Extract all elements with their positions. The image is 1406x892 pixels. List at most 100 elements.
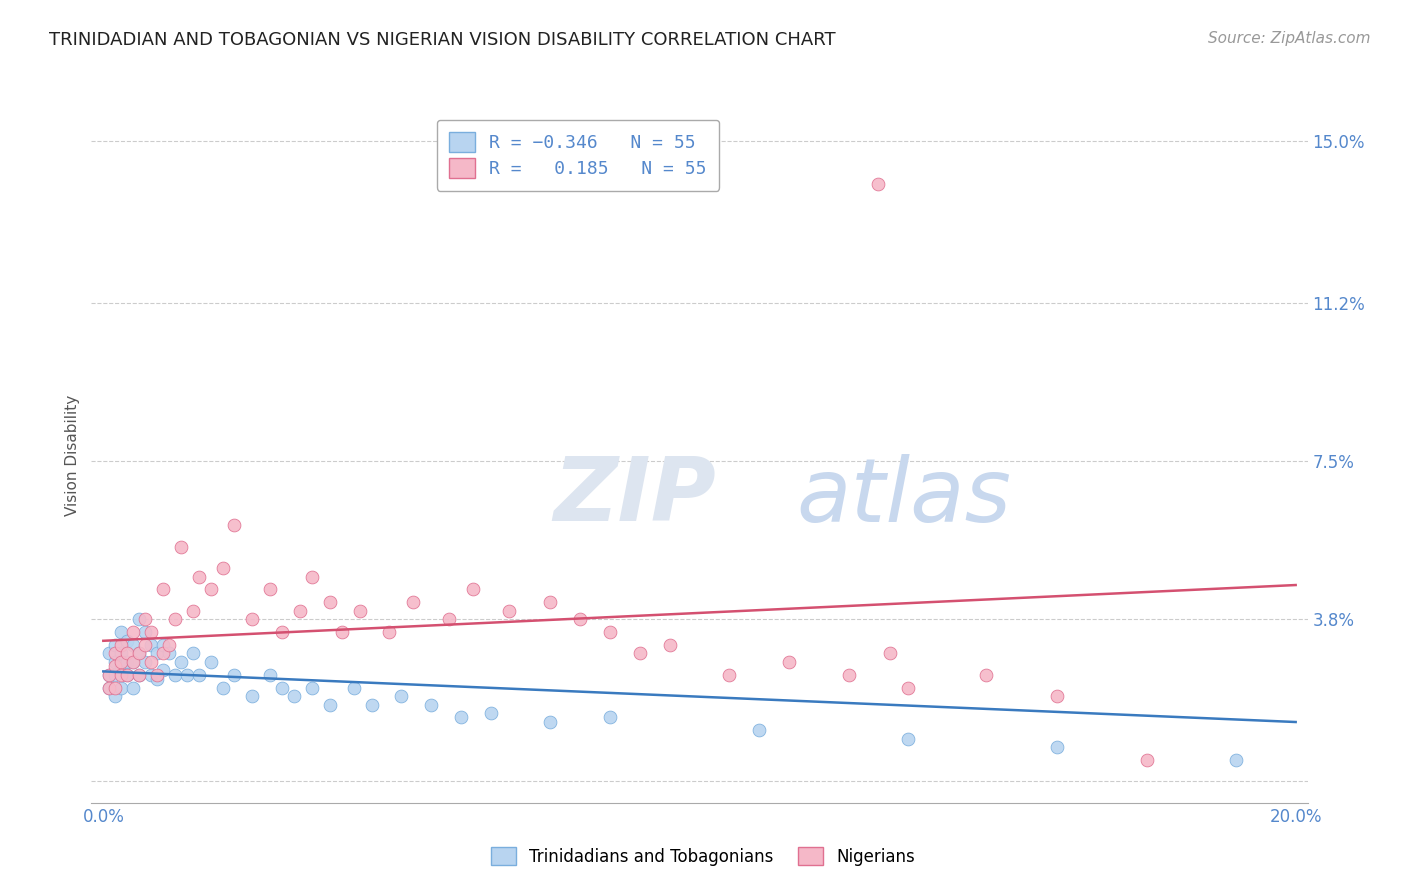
Point	[349, 604, 371, 618]
Point	[128, 667, 150, 681]
Point	[98, 667, 121, 681]
Point	[402, 595, 425, 609]
Point	[122, 625, 145, 640]
Point	[897, 681, 920, 695]
Point	[110, 667, 132, 681]
Point	[134, 638, 156, 652]
Point	[360, 698, 382, 712]
Y-axis label: Vision Disability: Vision Disability	[65, 394, 80, 516]
Point	[1225, 753, 1247, 767]
Point	[110, 655, 132, 669]
Point	[538, 595, 561, 609]
Point	[498, 604, 520, 618]
Point	[139, 655, 162, 669]
Point	[748, 723, 770, 738]
Point	[134, 625, 156, 640]
Point	[98, 667, 121, 681]
Legend: Trinidadians and Tobagonians, Nigerians: Trinidadians and Tobagonians, Nigerians	[484, 840, 922, 872]
Point	[104, 638, 127, 652]
Point	[461, 582, 484, 597]
Point	[211, 681, 233, 695]
Point	[170, 540, 193, 554]
Point	[288, 604, 311, 618]
Point	[110, 659, 132, 673]
Point	[181, 604, 204, 618]
Text: TRINIDADIAN AND TOBAGONIAN VS NIGERIAN VISION DISABILITY CORRELATION CHART: TRINIDADIAN AND TOBAGONIAN VS NIGERIAN V…	[49, 31, 835, 49]
Text: atlas: atlas	[797, 454, 1012, 540]
Point	[240, 689, 263, 703]
Point	[146, 647, 169, 661]
Point	[569, 612, 592, 626]
Point	[152, 647, 174, 661]
Text: ZIP: ZIP	[554, 453, 716, 541]
Point	[128, 647, 150, 661]
Point	[343, 681, 366, 695]
Point	[134, 612, 156, 626]
Point	[152, 638, 174, 652]
Point	[163, 612, 186, 626]
Point	[538, 714, 561, 729]
Point	[122, 655, 145, 669]
Point	[868, 177, 890, 191]
Point	[330, 625, 353, 640]
Point	[170, 655, 193, 669]
Point	[259, 582, 281, 597]
Point	[152, 582, 174, 597]
Point	[98, 681, 121, 695]
Text: Source: ZipAtlas.com: Source: ZipAtlas.com	[1208, 31, 1371, 46]
Point	[163, 667, 186, 681]
Point	[104, 659, 127, 673]
Point	[104, 655, 127, 669]
Point	[599, 710, 621, 724]
Point	[628, 647, 651, 661]
Point	[122, 681, 145, 695]
Point	[1046, 689, 1069, 703]
Point	[1046, 740, 1069, 755]
Point	[157, 638, 180, 652]
Point	[378, 625, 401, 640]
Point	[98, 647, 121, 661]
Point	[104, 681, 127, 695]
Point	[187, 667, 209, 681]
Point	[200, 582, 222, 597]
Point	[128, 647, 150, 661]
Point	[1136, 753, 1159, 767]
Point	[110, 625, 132, 640]
Point	[224, 518, 246, 533]
Point	[319, 595, 342, 609]
Point	[200, 655, 222, 669]
Point	[271, 625, 294, 640]
Point	[181, 647, 204, 661]
Point	[115, 633, 138, 648]
Point	[658, 638, 681, 652]
Point	[122, 655, 145, 669]
Point	[110, 638, 132, 652]
Point	[437, 612, 460, 626]
Point	[599, 625, 621, 640]
Point	[389, 689, 412, 703]
Point	[146, 672, 169, 686]
Point	[718, 667, 741, 681]
Point	[128, 612, 150, 626]
Point	[139, 625, 162, 640]
Point	[301, 569, 323, 583]
Point	[157, 647, 180, 661]
Point	[139, 667, 162, 681]
Point	[104, 647, 127, 661]
Point	[271, 681, 294, 695]
Point	[115, 655, 138, 669]
Legend: R = −0.346   N = 55, R =   0.185   N = 55: R = −0.346 N = 55, R = 0.185 N = 55	[437, 120, 718, 191]
Point	[319, 698, 342, 712]
Point	[115, 667, 138, 681]
Point	[134, 655, 156, 669]
Point	[450, 710, 472, 724]
Point	[110, 647, 132, 661]
Point	[115, 667, 138, 681]
Point	[115, 647, 138, 661]
Point	[139, 638, 162, 652]
Point	[122, 638, 145, 652]
Point	[211, 561, 233, 575]
Point	[104, 667, 127, 681]
Point	[98, 681, 121, 695]
Point	[879, 647, 901, 661]
